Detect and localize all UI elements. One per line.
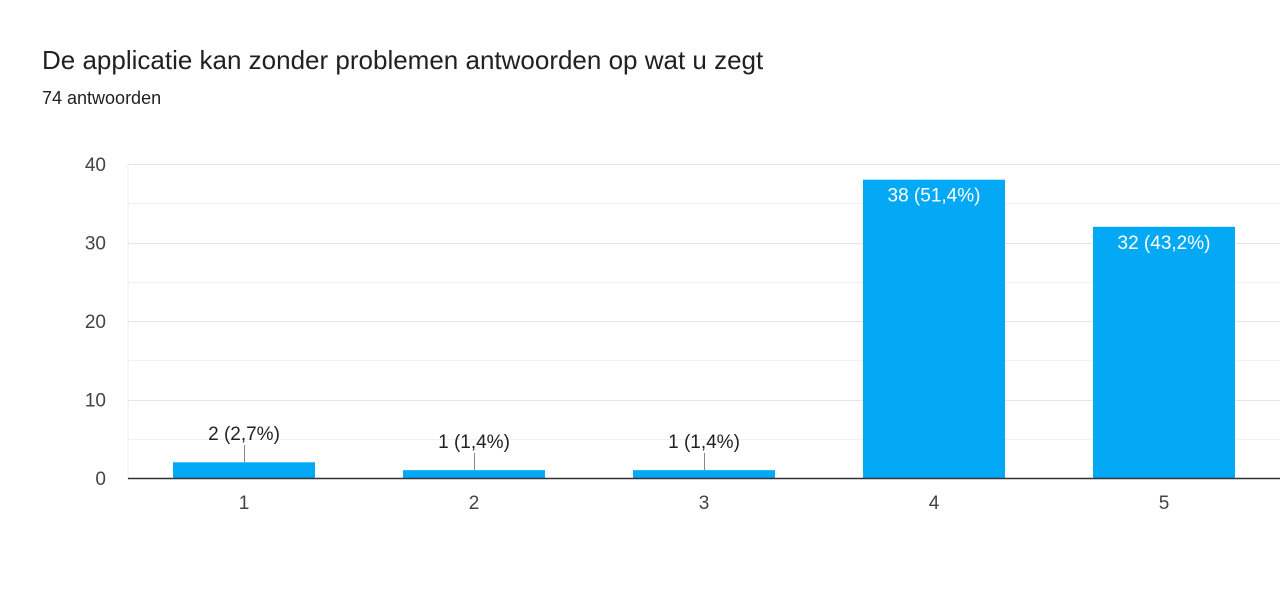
data-label: 2 (2,7%) — [208, 424, 280, 445]
y-tick-label: 20 — [85, 312, 106, 333]
data-label: 38 (51,4%) — [888, 186, 981, 207]
y-tick-label: 10 — [85, 391, 106, 412]
response-count: 74 antwoorden — [42, 88, 162, 108]
x-tick-label: 3 — [699, 493, 710, 514]
y-axis-ticks: 0 10 20 30 40 — [85, 155, 106, 490]
bar — [403, 470, 545, 478]
x-axis-ticks: 1 2 3 4 5 — [239, 493, 1170, 514]
gridlines — [127, 164, 1280, 478]
x-tick-label: 2 — [469, 493, 480, 514]
bar — [1093, 226, 1235, 478]
bar — [173, 462, 315, 478]
x-tick-label: 4 — [929, 493, 940, 514]
x-tick-label: 1 — [239, 493, 250, 514]
y-tick-label: 40 — [85, 155, 106, 176]
bars — [173, 179, 1235, 478]
data-label: 1 (1,4%) — [438, 432, 510, 453]
y-tick-label: 0 — [95, 469, 106, 490]
data-label: 1 (1,4%) — [668, 432, 740, 453]
y-tick-label: 30 — [85, 234, 106, 255]
bar — [633, 470, 775, 478]
data-label: 32 (43,2%) — [1118, 233, 1211, 254]
data-labels: 2 (2,7%) 1 (1,4%) 1 (1,4%) 38 (51,4%) 32 (43… — [208, 186, 1211, 471]
bar — [863, 179, 1005, 478]
x-tick-label: 5 — [1159, 493, 1170, 514]
chart-title: De applicatie kan zonder problemen antwo… — [42, 45, 764, 75]
